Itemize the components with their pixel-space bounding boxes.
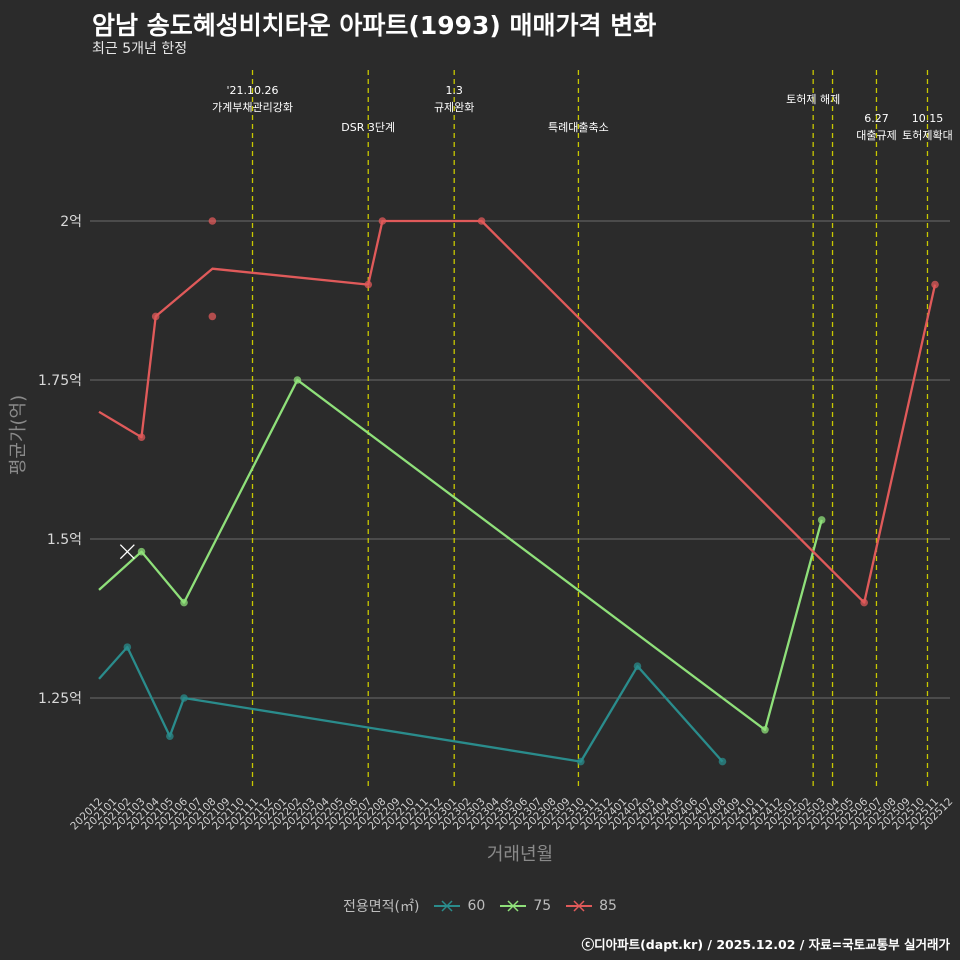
chart-title: 암남 송도혜성비치타운 아파트(1993) 매매가격 변화 xyxy=(92,11,657,40)
legend-item-60: 60 xyxy=(433,898,485,914)
event-label-date: 6.27 xyxy=(864,112,889,125)
data-point-75 xyxy=(137,547,146,556)
legend-label-60: 60 xyxy=(467,898,486,914)
event-label-date: 10.15 xyxy=(912,112,944,125)
data-point-85 xyxy=(208,312,217,321)
x-axis-title: 거래년월 xyxy=(487,844,553,865)
data-point-85 xyxy=(378,217,387,225)
data-point-75 xyxy=(761,726,769,734)
data-point-75 xyxy=(817,516,826,524)
data-point-60 xyxy=(576,757,585,766)
chart-subtitle: 최근 5개년 한정 xyxy=(92,41,188,57)
event-label-date: '21.10.26 xyxy=(227,84,279,97)
data-point-85 xyxy=(931,280,939,289)
data-point-75 xyxy=(293,376,302,384)
y-tick-label: 2억 xyxy=(60,214,82,230)
credit: ⓒ디아파트(dapt.kr) / 2025.12.02 / 자료=국토교통부 실… xyxy=(581,937,950,952)
event-label-text: 가계부채관리강화 xyxy=(212,101,293,114)
event-label-text: 대출규제 xyxy=(856,129,896,142)
y-tick-label: 1.5억 xyxy=(47,532,82,548)
event-label-text: DSR 3단계 xyxy=(341,121,395,134)
legend-label-75: 75 xyxy=(533,898,552,914)
series-line-60 xyxy=(98,645,724,763)
data-point-60 xyxy=(718,757,727,766)
data-point-85 xyxy=(364,280,373,289)
legend-key-85 xyxy=(566,900,593,912)
data-point-85 xyxy=(208,217,217,225)
event-label-text: 특례대출축소 xyxy=(548,121,609,134)
series-line-75 xyxy=(98,378,823,731)
data-point-60 xyxy=(633,662,642,670)
event-label-text: 토허제 해제 xyxy=(786,92,840,106)
data-point-60 xyxy=(180,694,188,702)
y-tick-label: 1.75억 xyxy=(38,373,82,389)
cross-mark-75 xyxy=(119,544,135,560)
legend-item-85: 85 xyxy=(565,898,617,914)
legend-item-75: 75 xyxy=(499,898,551,914)
y-tick-label: 1.25억 xyxy=(38,691,82,707)
data-point-60 xyxy=(166,732,174,740)
event-label-text: 토허제확대 xyxy=(902,129,953,142)
y-axis-title: 평균가(억) xyxy=(8,395,29,475)
data-point-75 xyxy=(180,598,188,607)
data-point-85 xyxy=(151,312,160,321)
legend-key-60 xyxy=(434,900,461,912)
data-point-85 xyxy=(860,598,868,607)
legend: 전용면적(㎡) 60 75 85 xyxy=(0,896,960,916)
event-label-text: 규제완화 xyxy=(434,101,474,114)
legend-label-85: 85 xyxy=(599,898,617,914)
legend-title: 전용면적(㎡) xyxy=(343,899,420,915)
data-point-60 xyxy=(123,643,132,651)
event-label-date: 1.3 xyxy=(445,84,463,97)
data-point-85 xyxy=(137,433,146,442)
data-point-85 xyxy=(477,217,486,225)
legend-key-75 xyxy=(500,900,527,912)
